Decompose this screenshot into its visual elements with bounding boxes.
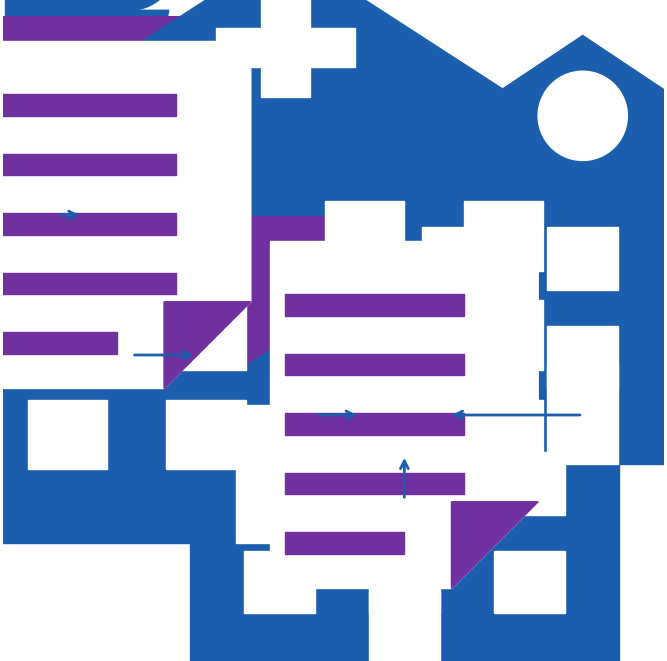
Polygon shape	[271, 241, 538, 588]
Bar	[33, 114, 69, 239]
Bar	[464, 400, 543, 469]
Bar	[547, 325, 618, 388]
Bar	[243, 452, 315, 515]
Bar	[216, 28, 355, 67]
Bar	[285, 473, 464, 494]
Polygon shape	[0, 17, 275, 413]
Bar	[422, 227, 494, 290]
Bar	[193, 82, 232, 98]
Bar	[285, 354, 464, 375]
Text: Other
Trusts/FTs: Other Trusts/FTs	[548, 270, 618, 306]
Bar	[325, 202, 404, 271]
Bar	[167, 301, 245, 370]
Bar	[494, 551, 565, 613]
Bar	[285, 413, 464, 435]
Bar	[261, 0, 310, 97]
Polygon shape	[342, 36, 667, 196]
Bar	[0, 153, 177, 175]
Bar	[369, 452, 440, 515]
Bar	[547, 227, 618, 290]
Polygon shape	[129, 11, 209, 98]
Bar	[285, 294, 464, 316]
Text: Memorandum of
Understanding
(MOU): Memorandum of Understanding (MOU)	[410, 330, 530, 387]
Bar	[464, 301, 543, 370]
Bar	[243, 551, 315, 613]
Polygon shape	[452, 502, 538, 588]
Bar	[0, 332, 117, 354]
Bar	[369, 196, 667, 464]
Bar	[86, 114, 122, 239]
Bar	[167, 202, 245, 271]
Bar	[27, 202, 107, 271]
Text: 1. Volunteer Agreement
(SJA/NHSVR)
2. Agency/Temporary
Worker Agreement: 1. Volunteer Agreement (SJA/NHSVR) 2. Ag…	[167, 180, 342, 258]
Bar	[547, 366, 618, 464]
Circle shape	[360, 296, 449, 385]
Bar	[325, 400, 404, 469]
Polygon shape	[164, 302, 251, 389]
Text: 1. SJA/RVS
Volunteers
2. NHS Professional
Worker: 1. SJA/RVS Volunteers 2. NHS Professiona…	[157, 18, 299, 96]
Bar	[0, 213, 177, 235]
Bar	[190, 421, 618, 661]
Bar	[325, 301, 404, 370]
Circle shape	[121, 161, 153, 193]
Bar	[27, 301, 107, 370]
Polygon shape	[0, 34, 112, 167]
Bar	[5, 0, 76, 34]
Circle shape	[81, 0, 177, 11]
Bar	[0, 272, 177, 294]
Bar	[369, 591, 440, 661]
Polygon shape	[245, 217, 563, 613]
Bar	[369, 551, 440, 613]
Bar	[33, 0, 122, 123]
Bar	[27, 400, 107, 469]
Bar	[0, 94, 177, 116]
Polygon shape	[0, 0, 622, 167]
Bar	[0, 167, 583, 543]
Bar	[167, 400, 245, 469]
Polygon shape	[0, 42, 251, 389]
Bar	[422, 325, 494, 388]
Circle shape	[538, 71, 628, 161]
Bar	[464, 202, 543, 271]
Bar	[236, 405, 335, 543]
Bar	[285, 532, 404, 554]
Text: Primary Care
Networks: Primary Care Networks	[357, 598, 452, 634]
Text: Lead
Providers: Lead Providers	[251, 278, 319, 314]
Bar	[494, 452, 565, 515]
Bar	[121, 11, 137, 98]
Polygon shape	[163, 260, 645, 421]
